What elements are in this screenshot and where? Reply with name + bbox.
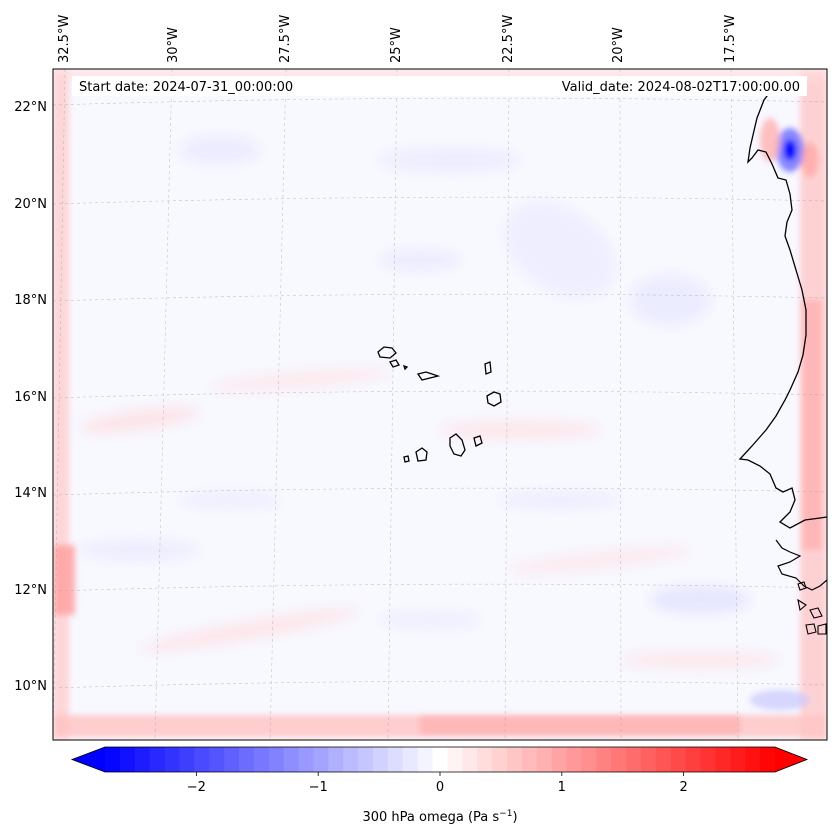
colorbar-band	[402, 747, 419, 772]
colorbar-band	[343, 747, 359, 772]
colorbar-band	[551, 747, 568, 772]
map-panel	[53, 69, 827, 740]
colorbar-band	[521, 747, 538, 772]
lon-label: 20°W	[611, 27, 626, 63]
colorbar-label-exponent: −1	[499, 809, 512, 819]
colorbar-label-close: )	[512, 810, 517, 825]
island-brava	[403, 455, 410, 463]
graticule	[53, 69, 827, 740]
colorbar-tick-label: 1	[558, 780, 566, 795]
colorbar-band	[536, 747, 553, 772]
lat-label: 22°N	[14, 100, 47, 115]
date-header-box	[72, 76, 807, 96]
colorbar-band	[164, 747, 181, 772]
colorbar-band	[283, 747, 300, 772]
colorbar-band	[492, 747, 508, 772]
omega-field	[53, 69, 827, 740]
lat-label: 12°N	[14, 583, 47, 598]
colorbar-band	[462, 747, 478, 772]
lat-label: 10°N	[14, 679, 47, 694]
colorbar-band	[745, 747, 761, 772]
lon-label: 22.5°W	[501, 15, 516, 63]
colorbar-tick-label: −2	[187, 780, 206, 795]
colorbar-band	[477, 747, 493, 772]
island-santo-antao	[377, 346, 397, 359]
colorbar-tick-label: −1	[309, 780, 328, 795]
colorbar-band	[209, 747, 225, 772]
african-coastline	[738, 91, 827, 529]
colorbar-label: 300 hPa omega (Pa s−1)	[362, 809, 517, 825]
lon-label: 27.5°W	[278, 15, 293, 63]
colorbar-band	[313, 747, 329, 772]
island-santa-luzia	[402, 364, 409, 371]
colorbar-band	[730, 747, 746, 772]
colorbar-band	[358, 747, 374, 772]
colorbar-tick-label: 2	[679, 780, 687, 795]
colorbar-band	[105, 747, 121, 772]
colorbar-band	[626, 747, 642, 772]
island-sao-vicente	[389, 359, 400, 368]
colorbar-low-extension	[72, 747, 105, 772]
island-maio	[473, 435, 483, 447]
colorbar-tick-label: 0	[436, 780, 444, 795]
colorbar-band	[268, 747, 285, 772]
colorbar-band	[611, 747, 627, 772]
map-background	[53, 69, 827, 740]
colorbar-band	[641, 747, 657, 772]
colorbar-band	[700, 747, 717, 772]
colorbar-band	[373, 747, 389, 772]
lat-label: 18°N	[14, 293, 47, 308]
colorbar-band	[298, 747, 315, 772]
island-fogo	[415, 447, 428, 462]
island-sao-nicolau	[416, 371, 441, 381]
latitude-labels: 22°N 20°N 18°N 16°N 14°N 12°N 10°N	[14, 100, 47, 694]
colorbar-band	[149, 747, 166, 772]
lat-label: 16°N	[14, 390, 47, 405]
colorbar-band	[224, 747, 240, 772]
colorbar-band	[194, 747, 210, 772]
colorbar-band	[581, 747, 597, 772]
colorbar-bands	[105, 747, 776, 772]
colorbar-high-extension	[775, 747, 807, 772]
colorbar: −2 −1 0 1 2 300 hPa omega (Pa s−1)	[70, 746, 809, 825]
start-date-label: Start date: 2024-07-31_00:00:00	[79, 80, 293, 95]
colorbar-band	[134, 747, 151, 772]
colorbar-band	[566, 747, 583, 772]
colorbar-band	[596, 747, 612, 772]
lon-label: 30°W	[166, 27, 181, 63]
colorbar-band	[670, 747, 687, 772]
map-frame	[52, 68, 828, 741]
colorbar-outline	[70, 746, 809, 773]
lat-label: 14°N	[14, 486, 47, 501]
valid-date-label: Valid_date: 2024-08-02T17:00:00.00	[562, 80, 800, 95]
island-boa-vista	[486, 391, 502, 407]
colorbar-band	[760, 747, 776, 772]
lon-label: 17.5°W	[723, 15, 738, 63]
island-santiago	[449, 433, 466, 457]
bissagos-islands	[797, 581, 827, 635]
longitude-labels: 32.5°W 30°W 27.5°W 25°W 22.5°W 20°W 17.5…	[57, 15, 738, 63]
lon-label: 25°W	[389, 27, 404, 63]
colorbar-band	[507, 747, 523, 772]
cape-verde-islands	[377, 346, 502, 463]
colorbar-band	[179, 747, 195, 772]
colorbar-band	[685, 747, 702, 772]
colorbar-label-text: 300 hPa omega (Pa s	[362, 810, 499, 825]
colorbar-band	[328, 747, 344, 772]
colorbar-band	[432, 747, 449, 772]
colorbar-band	[119, 747, 136, 772]
lat-label: 20°N	[14, 197, 47, 212]
colorbar-band	[387, 747, 404, 772]
island-sal	[484, 361, 492, 375]
colorbar-ticks: −2 −1 0 1 2	[187, 772, 688, 795]
colorbar-band	[253, 747, 270, 772]
colorbar-band	[655, 747, 672, 772]
colorbar-band	[239, 747, 255, 772]
colorbar-band	[447, 747, 463, 772]
lon-label: 32.5°W	[57, 15, 72, 63]
guinea-coastline	[775, 539, 827, 591]
colorbar-band	[417, 747, 434, 772]
colorbar-band	[715, 747, 731, 772]
